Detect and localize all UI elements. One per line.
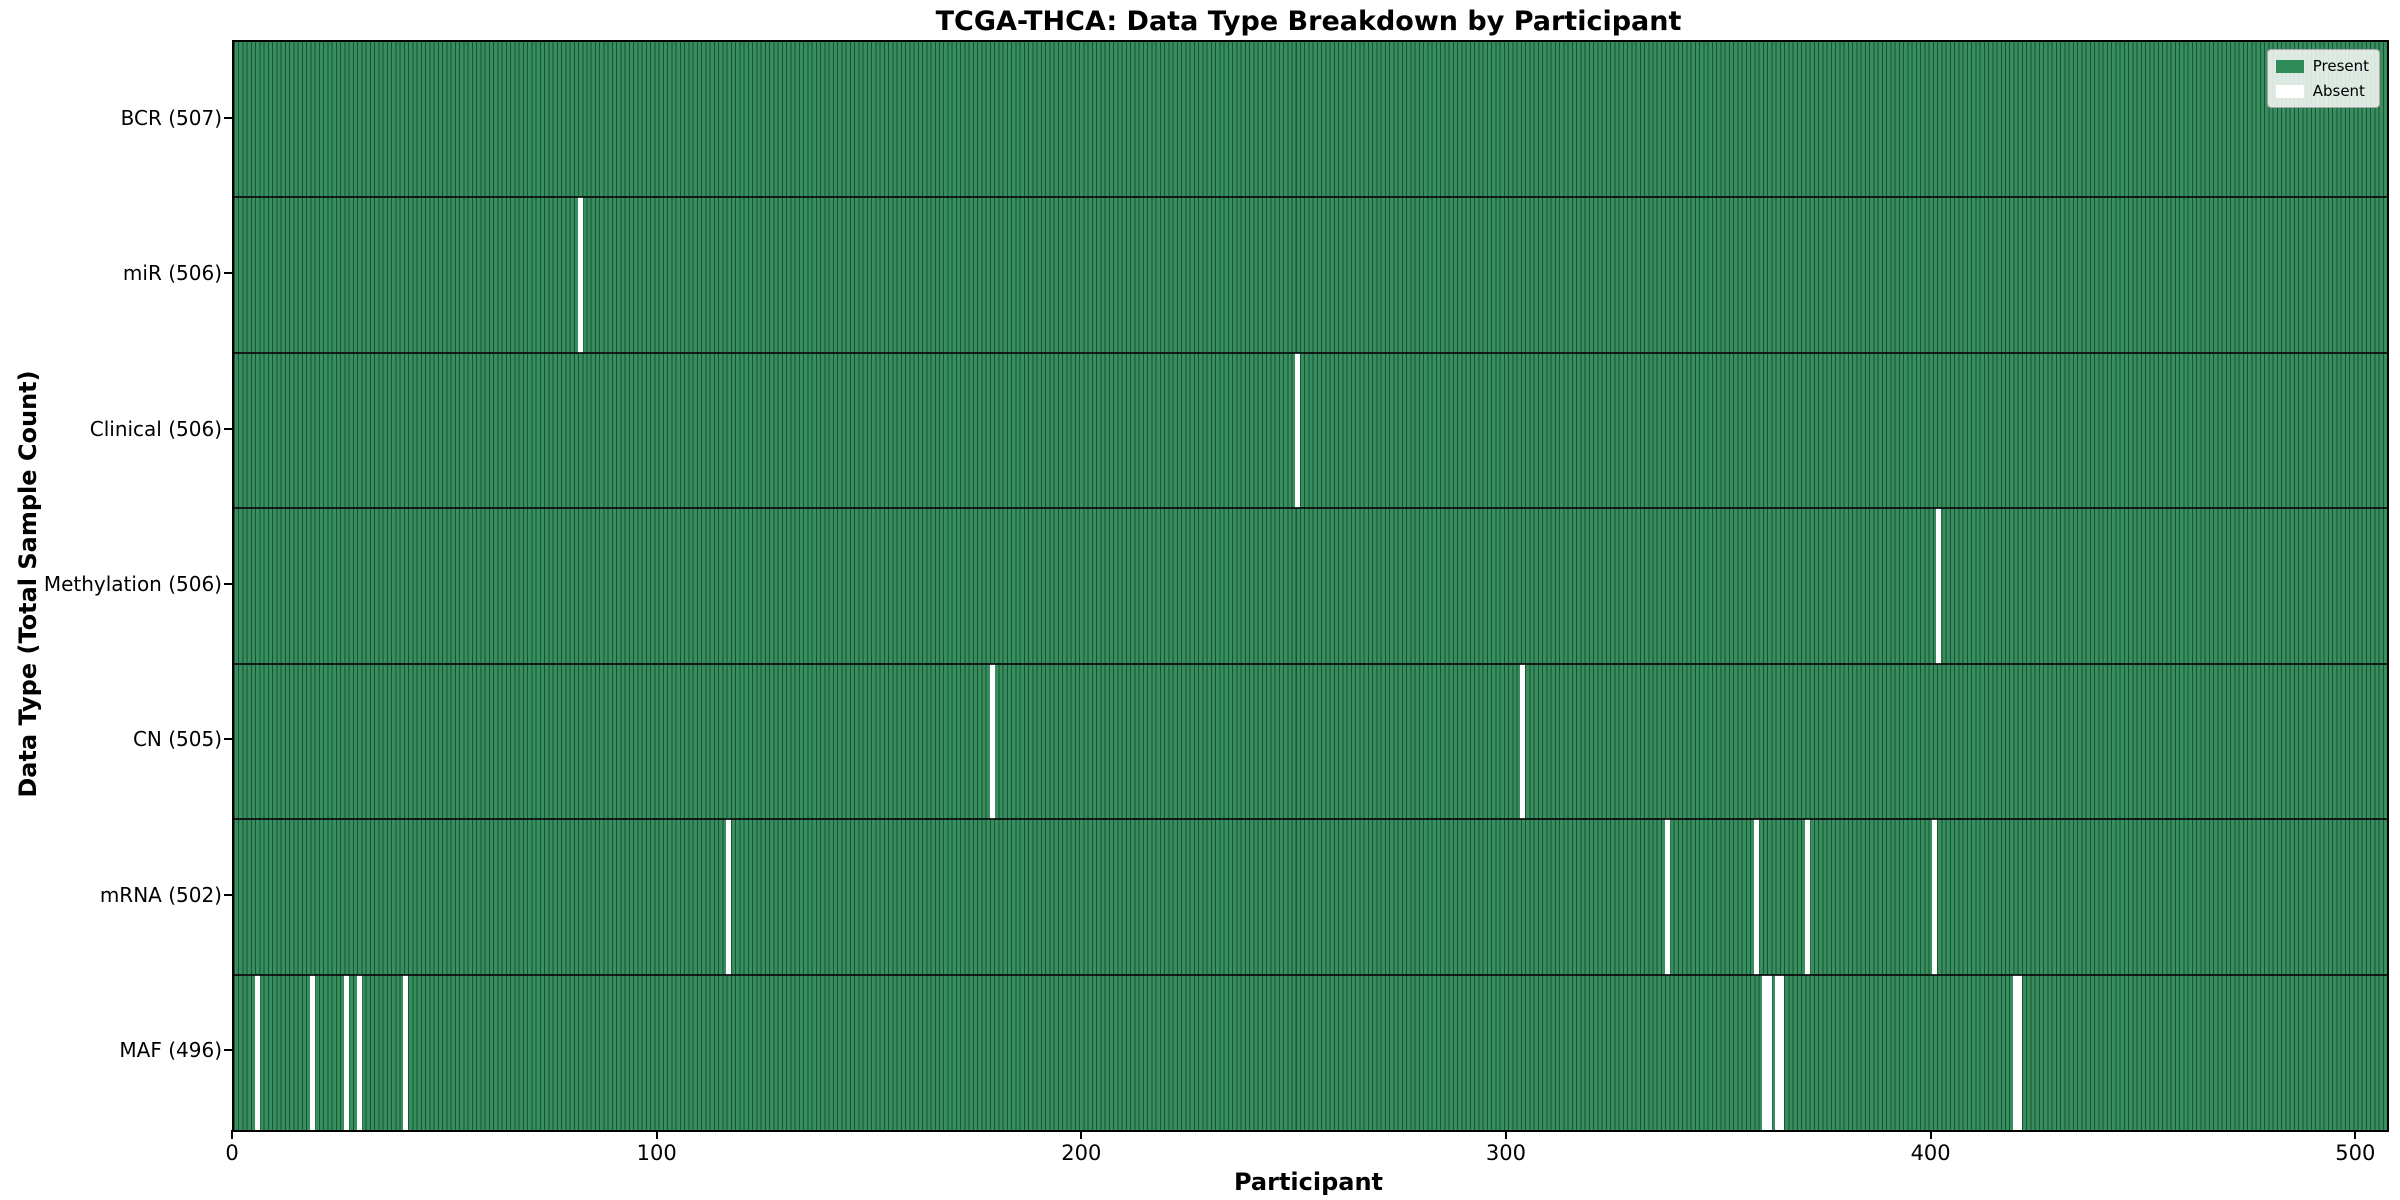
absent-gap bbox=[254, 974, 260, 1130]
legend: Present Absent bbox=[2266, 49, 2380, 108]
absent-gap bbox=[1664, 819, 1670, 975]
row-band-clinical bbox=[234, 352, 2387, 509]
y-tick-mark bbox=[224, 1049, 232, 1052]
row-band-methylation bbox=[234, 508, 2387, 664]
absent-gap bbox=[1520, 663, 1526, 820]
absent-gap bbox=[1804, 819, 1810, 975]
absent-swatch bbox=[2275, 84, 2304, 98]
absent-gap bbox=[403, 974, 409, 1130]
legend-label-absent: Absent bbox=[2312, 82, 2365, 100]
y-tick-mark bbox=[224, 893, 232, 896]
x-tick-label-300: 300 bbox=[1485, 1141, 1526, 1165]
absent-gap bbox=[989, 663, 995, 820]
x-tick-mark bbox=[655, 1130, 658, 1139]
y-tick-label-cn: CN (505) bbox=[132, 727, 222, 752]
y-tick-mark bbox=[224, 272, 232, 275]
absent-gap bbox=[1775, 974, 1781, 1130]
y-tick-label-mrna: mRNA (502) bbox=[99, 882, 222, 907]
absent-gap bbox=[2012, 974, 2018, 1130]
legend-label-present: Present bbox=[2312, 57, 2369, 75]
absent-gap bbox=[310, 974, 316, 1130]
present-swatch bbox=[2275, 59, 2304, 73]
y-tick-label-maf: MAF (496) bbox=[119, 1038, 222, 1063]
row-band-mrna bbox=[234, 819, 2387, 975]
x-axis-label: Participant bbox=[1233, 1168, 1384, 1196]
absent-gap bbox=[1766, 974, 1772, 1130]
y-tick-mark bbox=[224, 738, 232, 741]
absent-gap bbox=[1932, 819, 1938, 975]
x-tick-label-100: 100 bbox=[636, 1141, 677, 1165]
y-tick-label-mir: miR (506) bbox=[122, 261, 222, 286]
y-tick-mark bbox=[224, 427, 232, 430]
absent-gap bbox=[1779, 974, 1785, 1130]
row-separator bbox=[234, 507, 2387, 510]
y-tick-mark bbox=[224, 116, 232, 119]
row-band-maf bbox=[234, 974, 2387, 1130]
y-tick-label-clinical: Clinical (506) bbox=[89, 416, 222, 441]
x-tick-label-200: 200 bbox=[1061, 1141, 1102, 1165]
absent-gap bbox=[344, 974, 350, 1130]
absent-gap bbox=[1936, 508, 1942, 664]
row-separator bbox=[234, 351, 2387, 354]
row-separator bbox=[234, 196, 2387, 199]
x-tick-mark bbox=[1504, 1130, 1507, 1139]
absent-gap bbox=[356, 974, 362, 1130]
absent-gap bbox=[1295, 352, 1301, 509]
row-band-cn bbox=[234, 663, 2387, 820]
legend-entry-present: Present bbox=[2275, 57, 2369, 75]
row-band-mir bbox=[234, 197, 2387, 353]
x-tick-mark bbox=[1929, 1130, 1932, 1139]
x-tick-mark bbox=[2354, 1130, 2357, 1139]
y-tick-label-methylation: Methylation (506) bbox=[43, 572, 222, 596]
x-tick-mark bbox=[1080, 1130, 1083, 1139]
row-separator bbox=[234, 662, 2387, 665]
absent-gap bbox=[1753, 819, 1759, 975]
y-tick-mark bbox=[224, 583, 232, 585]
x-tick-label-0: 0 bbox=[225, 1141, 239, 1165]
y-tick-label-bcr: BCR (507) bbox=[120, 105, 222, 130]
row-separator bbox=[234, 973, 2387, 976]
x-tick-mark bbox=[231, 1130, 233, 1139]
legend-entry-absent: Absent bbox=[2275, 82, 2369, 100]
row-separator bbox=[234, 818, 2387, 821]
absent-gap bbox=[577, 197, 583, 353]
absent-gap bbox=[1762, 974, 1768, 1130]
plot-area: Present Absent bbox=[232, 40, 2389, 1132]
row-band-bcr bbox=[234, 42, 2387, 198]
x-tick-label-500: 500 bbox=[2335, 1141, 2376, 1165]
x-tick-label-400: 400 bbox=[1910, 1141, 1951, 1165]
absent-gap bbox=[726, 819, 732, 975]
absent-gap bbox=[2017, 974, 2023, 1130]
chart-title: TCGA-THCA: Data Type Breakdown by Partic… bbox=[935, 6, 1682, 37]
